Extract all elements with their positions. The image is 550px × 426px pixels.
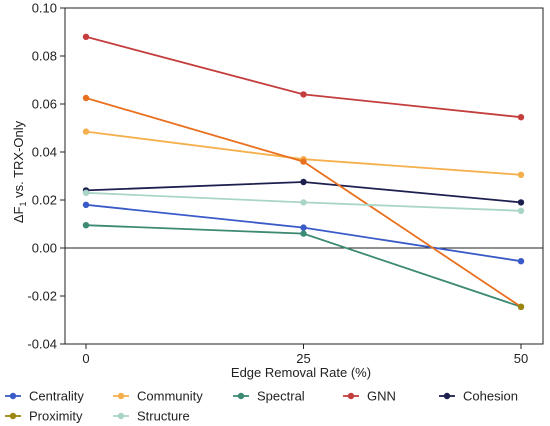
legend-label: Centrality (29, 389, 84, 404)
legend: Centrality Community Spectral GNN Cohesion Pr… (5, 389, 518, 424)
series-line-segment (85, 97, 304, 163)
x-axis: 0 25 50 (82, 344, 528, 366)
series-cohesion (82, 178, 525, 206)
y-tick-label: 0.04 (32, 145, 57, 160)
legend-label: GNN (367, 389, 396, 404)
legend-marker (117, 412, 125, 420)
data-point (300, 158, 307, 165)
data-point (517, 258, 525, 265)
data-point (82, 201, 90, 208)
legend-label: Community (137, 389, 203, 404)
series-community (82, 128, 525, 178)
y-axis-label-subscript: 1 (18, 202, 28, 207)
data-point (82, 94, 90, 102)
series-line (85, 130, 522, 176)
x-tick-label: 25 (296, 351, 310, 366)
series-gnn (82, 33, 525, 121)
series-line (85, 35, 522, 119)
series-layer (82, 33, 525, 310)
legend-marker (443, 392, 451, 400)
data-point (300, 91, 307, 98)
legend-item-structure: Structure (113, 409, 190, 424)
data-point (300, 199, 307, 206)
legend-label: Structure (137, 409, 190, 424)
series-centrality (82, 201, 525, 265)
y-axis: -0.04 -0.02 0.00 0.02 0.04 0.06 0.08 0.10 (27, 1, 65, 352)
y-axis-label: ΔF1 vs. TRX-Only (11, 120, 28, 223)
y-tick-label: 0.08 (32, 49, 57, 64)
data-point (82, 189, 90, 196)
plot-area (64, 7, 544, 345)
legend-label: Proximity (29, 409, 83, 424)
legend-marker (347, 392, 355, 400)
legend-marker (9, 392, 17, 400)
legend-label: Cohesion (463, 389, 518, 404)
y-tick-label: 0.06 (32, 97, 57, 112)
legend-label: Spectral (257, 389, 305, 404)
x-axis-label: Edge Removal Rate (%) (231, 365, 371, 380)
data-point (517, 114, 525, 121)
series-proximity (82, 94, 525, 310)
series-spectral (82, 222, 525, 310)
series-structure (82, 189, 525, 214)
plot-frame (64, 7, 544, 345)
legend-item-cohesion: Cohesion (439, 389, 518, 404)
y-tick-label: 0.10 (32, 1, 57, 16)
y-tick-label: -0.02 (27, 289, 57, 304)
legend-item-gnn: GNN (343, 389, 396, 404)
data-point (82, 33, 90, 40)
series-line-segment (303, 160, 522, 308)
x-tick-label: 0 (82, 351, 89, 366)
legend-marker (237, 392, 245, 400)
legend-item-proximity: Proximity (5, 409, 83, 424)
data-point (300, 230, 307, 237)
data-point (300, 178, 307, 186)
y-tick-label: 0.00 (32, 241, 57, 256)
legend-item-community: Community (113, 389, 203, 404)
y-axis-label-rest: vs. TRX-Only (11, 120, 26, 201)
legend-marker (117, 392, 125, 400)
data-point (517, 171, 525, 178)
data-point (517, 199, 525, 206)
legend-marker (9, 412, 17, 420)
data-point (82, 222, 90, 229)
series-line (85, 224, 522, 308)
legend-item-centrality: Centrality (5, 389, 84, 404)
y-tick-label: 0.02 (32, 193, 57, 208)
y-tick-label: -0.04 (27, 337, 57, 352)
data-point (517, 303, 525, 310)
legend-item-spectral: Spectral (233, 389, 305, 404)
x-tick-label: 50 (514, 351, 528, 366)
y-axis-label-main: ΔF (11, 206, 26, 223)
data-point (300, 224, 307, 231)
data-point (82, 128, 90, 135)
data-point (517, 207, 525, 214)
